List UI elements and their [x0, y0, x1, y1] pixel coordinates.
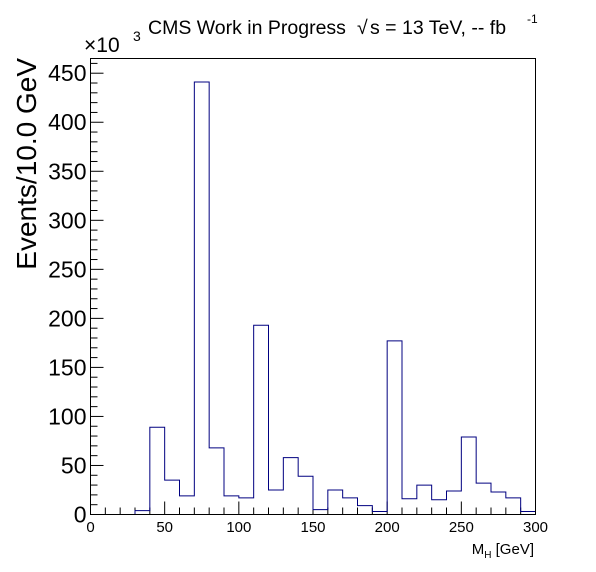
y-tick-label: 300 [48, 207, 86, 233]
x-axis-label-unit: [GeV] [491, 541, 534, 558]
y-tick-label: 100 [48, 403, 86, 429]
y-multiplier: ×10 [84, 34, 120, 57]
axis-ticks [90, 62, 536, 515]
y-tick-label: 400 [48, 109, 86, 135]
histogram-outline [90, 81, 536, 515]
x-tick-label: 250 [449, 519, 474, 536]
x-axis-label: MH [GeV] [472, 541, 534, 561]
y-tick-label: 0 [74, 502, 87, 528]
x-axis-label-main: M [472, 541, 485, 558]
axis-tick-labels: 0 50 100 150 200 250 300 0 50 100 150 200 250 300 350 4… [48, 60, 548, 536]
y-tick-label: 50 [61, 452, 87, 478]
y-tick-label: 350 [48, 158, 86, 184]
chart-title-energy-exponent: -1 [527, 12, 538, 26]
x-tick-label: 150 [300, 519, 325, 536]
y-tick-label: 200 [48, 305, 86, 331]
y-tick-label: 250 [48, 256, 86, 282]
y-axis-label: Events/10.0 GeV [11, 58, 42, 270]
x-tick-label: 100 [226, 519, 251, 536]
x-tick-label: 300 [523, 519, 548, 536]
chart-title: CMS Work in Progress [148, 17, 346, 39]
y-tick-label: 450 [48, 60, 86, 86]
x-tick-label: 50 [156, 519, 173, 536]
chart-title-energy: s = 13 TeV, -- fb [370, 17, 506, 39]
x-axis-label-subscript: H [484, 550, 491, 561]
sqrt-symbol: √ [357, 17, 368, 39]
plot-frame [90, 58, 536, 515]
x-tick-label: 200 [375, 519, 400, 536]
y-multiplier-exponent: 3 [133, 28, 141, 44]
x-tick-label: 0 [86, 519, 94, 536]
y-tick-label: 150 [48, 354, 86, 380]
